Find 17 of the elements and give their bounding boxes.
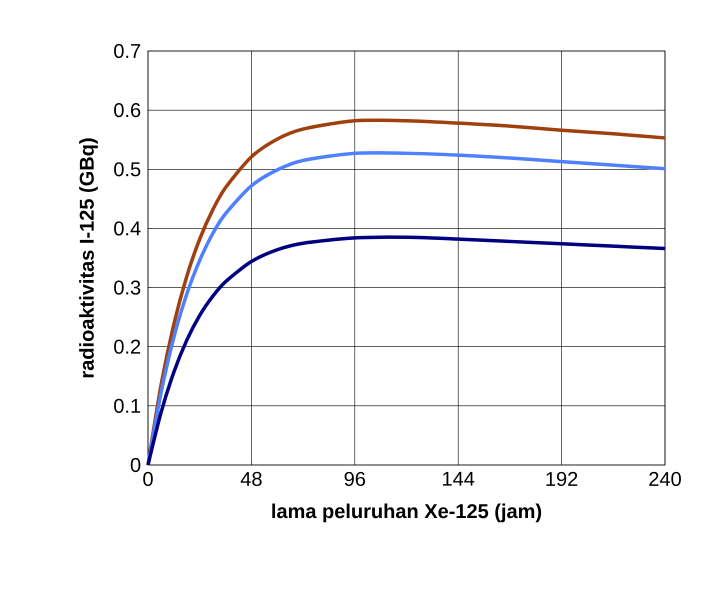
y-axis-title: radioaktivitas I-125 (GBq) <box>79 138 98 378</box>
y-tick-label: 0.5 <box>114 162 140 176</box>
line-series <box>146 235 667 467</box>
y-tick-label: 0.1 <box>114 398 140 413</box>
x-axis-title: lama peluruhan Xe-125 (jam) <box>272 504 542 522</box>
y-tick-label: 0.3 <box>114 280 140 295</box>
y-tick-label: 0 <box>130 458 140 472</box>
x-tick-label: 48 <box>240 472 262 486</box>
x-tick-label: 240 <box>649 472 681 486</box>
x-tick-label: 192 <box>546 472 578 486</box>
y-tick-label: 0.6 <box>114 103 140 118</box>
x-tick-label: 0 <box>143 472 153 486</box>
x-tick-label: 144 <box>443 472 474 486</box>
y-tick-label: 0.2 <box>114 340 140 354</box>
y-tick-label: 0.4 <box>114 221 141 236</box>
x-tick-label: 96 <box>344 472 366 486</box>
y-tick-label: 0.7 <box>114 44 140 58</box>
